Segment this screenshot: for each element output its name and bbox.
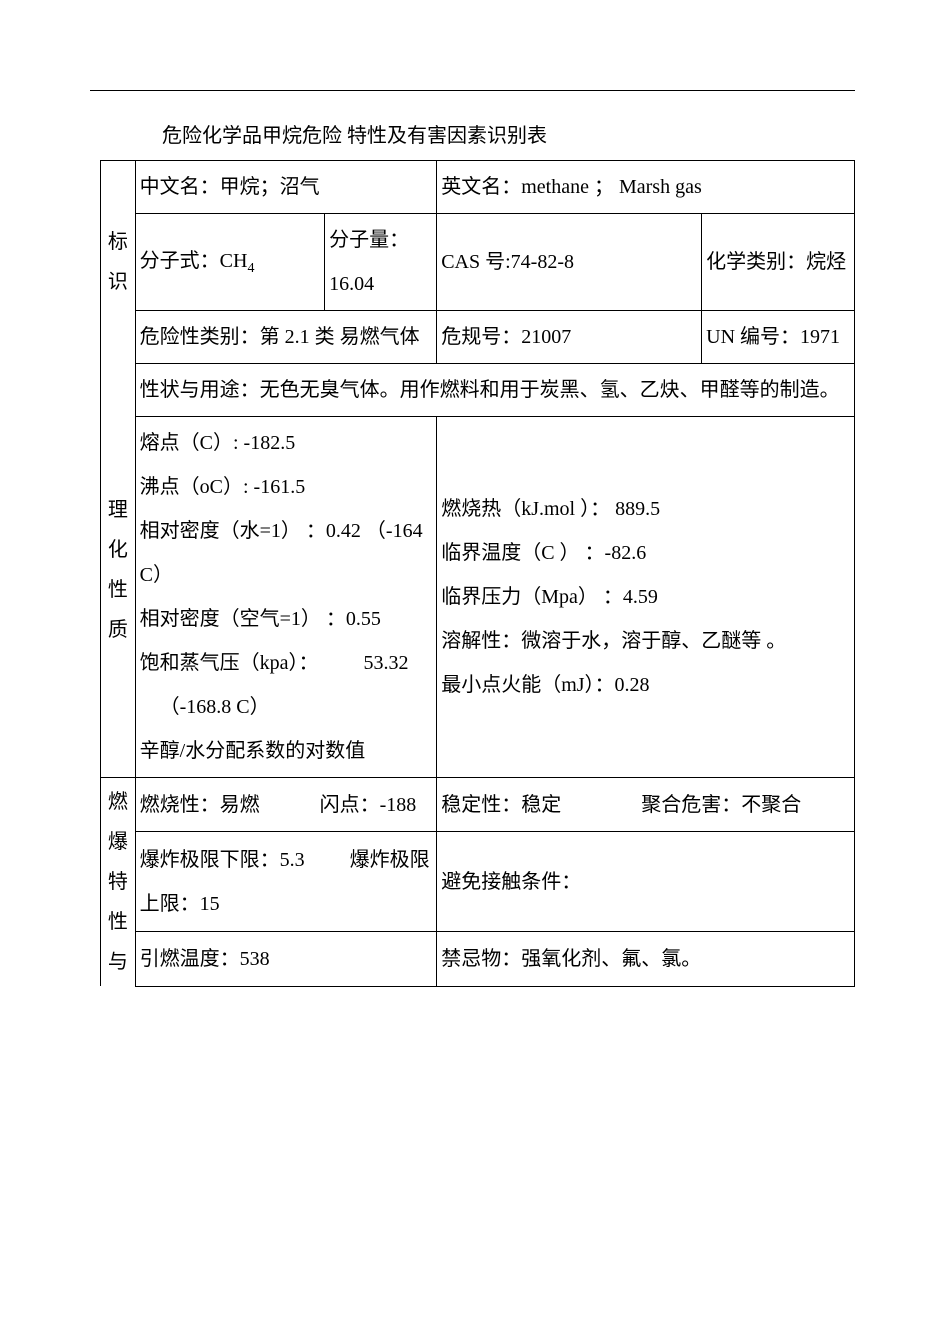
- physchem-right-cell: 燃烧热（kJ.mol ）： 889.5 临界温度（C ） ：-82.6 临界压力…: [437, 417, 855, 778]
- table-row: 危险性类别：第 2.1 类 易燃气体 危规号：21007 UN 编号：1971: [101, 311, 855, 364]
- logp-line: 辛醇/水分配系数的对数值: [140, 729, 433, 773]
- page-container: 危险化学品甲烷危险 特性及有害因素识别表 标识 中文名：甲烷；沼气 英文名：me…: [0, 0, 945, 987]
- vap-line: 饱和蒸气压（kpa）： 53.32: [140, 641, 433, 685]
- document-title: 危险化学品甲烷危险 特性及有害因素识别表: [162, 120, 855, 152]
- physchem-left-cell: 熔点（C）: -182.5 沸点（oC）: -161.5 相对密度（水=1） ：…: [135, 417, 437, 778]
- side-explosive-text: 燃爆特性与: [105, 782, 131, 982]
- table-row: 爆炸极限下限：5.3 爆炸极限上限：15 避免接触条件：: [101, 832, 855, 932]
- mp-line: 熔点（C）: -182.5: [140, 421, 433, 465]
- table-row: 理化性质 性状与用途：无色无臭气体。用作燃料和用于炭黑、氢、乙炔、甲醛等的制造。: [101, 364, 855, 417]
- taboo-cell: 禁忌物：强氧化剂、氟、氯。: [437, 932, 855, 986]
- limits-cell: 爆炸极限下限：5.3 爆炸极限上限：15: [135, 832, 437, 932]
- heat-line: 燃烧热（kJ.mol ）： 889.5: [441, 487, 850, 531]
- table-row: 燃爆特性与 燃烧性：易燃 闪点：-188 稳定性：稳定 聚合危害：不聚合: [101, 778, 855, 832]
- sol-line: 溶解性：微溶于水，溶于醇、乙醚等 。: [441, 619, 850, 663]
- d-water-line: 相对密度（水=1） ：0.42 （-164 C）: [140, 509, 433, 597]
- cn-name-cell: 中文名：甲烷；沼气: [135, 161, 437, 214]
- reg-no-cell: 危规号：21007: [437, 311, 702, 364]
- avoid-cell: 避免接触条件：: [437, 832, 855, 932]
- formula-label: 分子式：CH: [140, 250, 248, 272]
- table-row: 熔点（C）: -182.5 沸点（oC）: -161.5 相对密度（水=1） ：…: [101, 417, 855, 778]
- formula-cell: 分子式：CH4: [135, 214, 325, 311]
- side-explosive: 燃爆特性与: [101, 778, 136, 987]
- mw-cell: 分子量：16.04: [325, 214, 437, 311]
- pcrit-line: 临界压力（Mpa） ：4.59: [441, 575, 850, 619]
- un-no-cell: UN 编号：1971: [702, 311, 855, 364]
- description-cell: 性状与用途：无色无臭气体。用作燃料和用于炭黑、氢、乙炔、甲醛等的制造。: [135, 364, 854, 417]
- en-name-cell: 英文名：methane ； Marsh gas: [437, 161, 855, 214]
- bp-line: 沸点（oC）: -161.5: [140, 465, 433, 509]
- ign-t-cell: 引燃温度：538: [135, 932, 437, 986]
- flamm-cell: 燃烧性：易燃 闪点：-188: [135, 778, 437, 832]
- side-identification: 标识: [101, 161, 136, 364]
- tcrit-line: 临界温度（C ） ：-82.6: [441, 531, 850, 575]
- table-row: 标识 中文名：甲烷；沼气 英文名：methane ； Marsh gas: [101, 161, 855, 214]
- table-row: 分子式：CH4 分子量：16.04 CAS 号:74-82-8 化学类别：烷烃: [101, 214, 855, 311]
- cas-cell: CAS 号:74-82-8: [437, 214, 702, 311]
- side-physchem-text: 理化性质: [105, 490, 131, 650]
- category-cell: 化学类别：烷烃: [702, 214, 855, 311]
- d-air-line: 相对密度（空气=1） ：0.55: [140, 597, 433, 641]
- table-row: 引燃温度：538 禁忌物：强氧化剂、氟、氯。: [101, 932, 855, 986]
- stable-cell: 稳定性：稳定 聚合危害：不聚合: [437, 778, 855, 832]
- vap2-line: （-168.8 C）: [140, 685, 433, 729]
- chemical-table: 标识 中文名：甲烷；沼气 英文名：methane ； Marsh gas 分子式…: [100, 160, 855, 987]
- hazard-class-cell: 危险性类别：第 2.1 类 易燃气体: [135, 311, 437, 364]
- igne-line: 最小点火能（mJ）：0.28: [441, 663, 850, 707]
- side-identification-text: 标识: [105, 222, 131, 302]
- side-physchem: 理化性质: [101, 364, 136, 778]
- formula-sub: 4: [247, 261, 254, 276]
